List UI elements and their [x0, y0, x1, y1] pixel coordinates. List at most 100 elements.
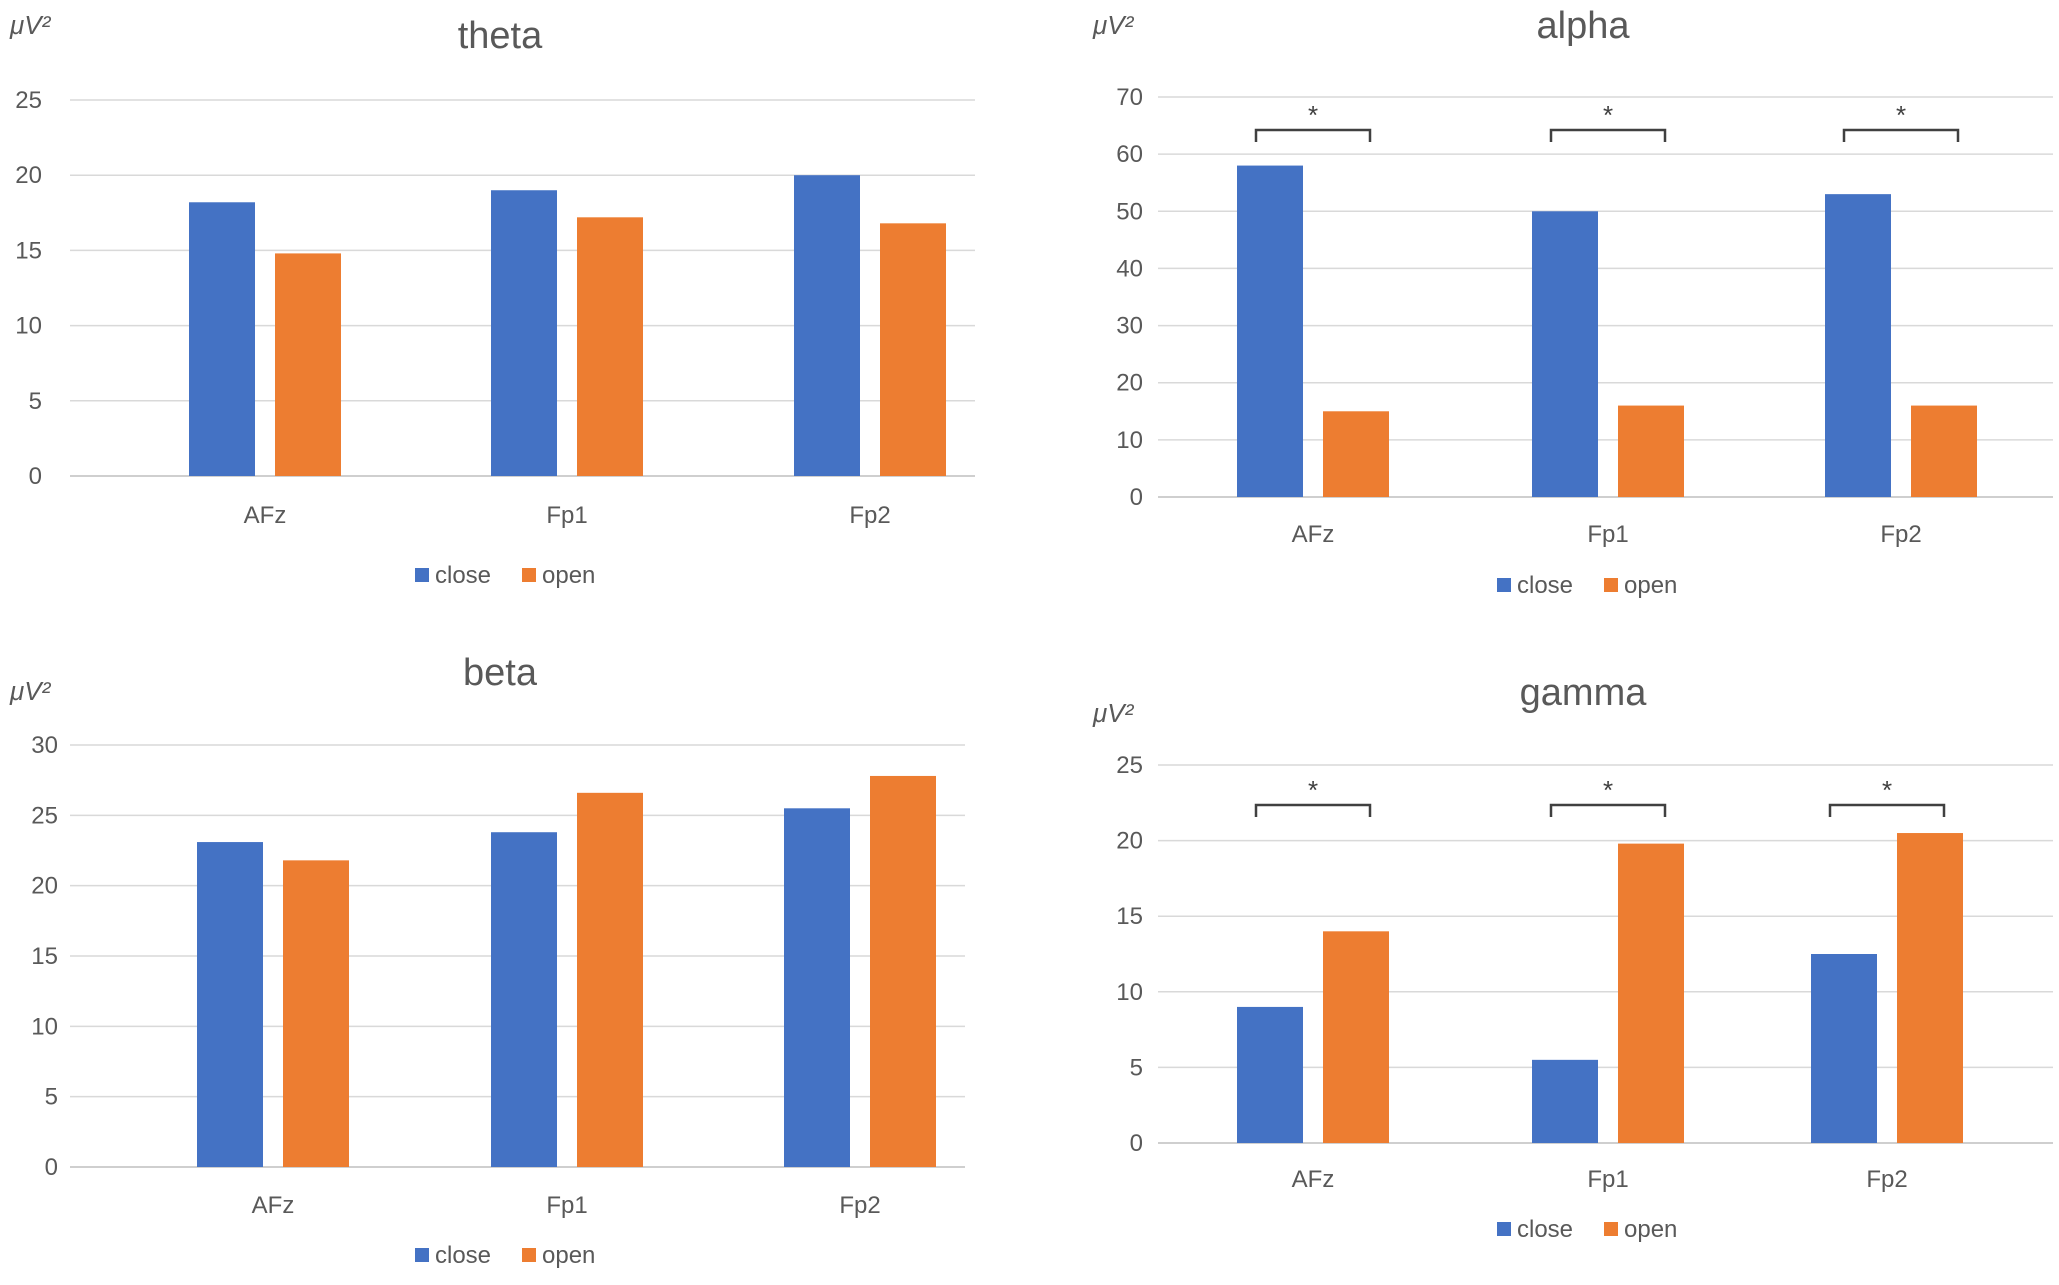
legend-label-open: open — [1624, 1216, 1677, 1243]
y-tick-label: 70 — [1116, 84, 1143, 111]
y-tick-label: 25 — [31, 802, 58, 829]
legend-swatch-open — [522, 568, 536, 582]
y-axis-unit: μV² — [1092, 698, 1135, 728]
y-tick-label: 40 — [1116, 255, 1143, 282]
bar-open-Fp2 — [1911, 405, 1977, 497]
bar-close-Fp1 — [1532, 211, 1598, 498]
significance-bracket — [1254, 803, 1372, 817]
x-tick-label: AFz — [244, 502, 287, 529]
bar-close-AFz — [1237, 165, 1303, 498]
y-tick-label: 15 — [1116, 903, 1143, 930]
bar-close-Fp2 — [794, 175, 860, 476]
bar-close-Fp1 — [491, 832, 557, 1167]
chart-legend: close open — [415, 562, 595, 589]
y-tick-label: 0 — [1130, 1130, 1143, 1157]
x-tick-label: Fp2 — [839, 1192, 880, 1219]
x-tick-label: AFz — [252, 1192, 295, 1219]
bar-open-AFz — [1323, 931, 1389, 1143]
x-tick-label: Fp2 — [849, 502, 890, 529]
y-tick-label: 10 — [31, 1013, 58, 1040]
chart-panel-alpha: alpha μV² 0 10 20 30 40 50 60 70 AFz * Fp1 * Fp2 * close… — [1092, 5, 2053, 599]
legend-swatch-close — [415, 1248, 429, 1262]
x-tick-label: AFz — [1292, 1166, 1335, 1193]
bar-open-Fp2 — [880, 223, 946, 476]
bar-close-AFz — [189, 202, 255, 476]
chart-panel-beta: beta μV² 0 5 10 15 20 25 30 AFz Fp1 Fp2 close open — [9, 652, 965, 1269]
x-tick-label: Fp1 — [546, 1192, 587, 1219]
significance-bracket — [1549, 128, 1667, 142]
significance-marker: * — [1603, 100, 1613, 130]
bar-close-Fp1 — [491, 190, 557, 477]
bar-open-Fp1 — [577, 217, 643, 476]
significance-marker: * — [1896, 100, 1906, 130]
y-tick-label: 60 — [1116, 141, 1143, 168]
legend-label-close: close — [1517, 1216, 1573, 1243]
legend-label-open: open — [1624, 572, 1677, 599]
y-tick-label: 25 — [15, 87, 42, 114]
y-tick-label: 0 — [45, 1154, 58, 1181]
y-tick-label: 10 — [15, 313, 42, 340]
y-tick-label: 5 — [29, 388, 42, 415]
y-tick-label: 50 — [1116, 198, 1143, 225]
chart-panel-gamma: gamma μV² 0 5 10 15 20 25 AFz * Fp1 * Fp2 * close open — [1092, 672, 2053, 1243]
y-tick-label: 15 — [15, 237, 42, 264]
bar-open-AFz — [283, 860, 349, 1167]
legend-swatch-open — [1604, 1222, 1618, 1236]
bar-close-AFz — [1237, 1006, 1303, 1143]
significance-bracket — [1828, 803, 1946, 817]
chart-title: alpha — [1537, 5, 1631, 47]
legend-label-open: open — [542, 562, 595, 589]
legend-label-close: close — [435, 1242, 491, 1269]
y-tick-label: 10 — [1116, 427, 1143, 454]
y-tick-label: 20 — [1116, 370, 1143, 397]
x-tick-label: Fp1 — [546, 502, 587, 529]
legend-label-open: open — [542, 1242, 595, 1269]
bar-open-AFz — [275, 253, 341, 476]
legend-swatch-close — [415, 568, 429, 582]
chart-panel-theta: theta μV² 0 5 10 15 20 25 AFz Fp1 Fp2 close open — [9, 10, 975, 589]
significance-marker: * — [1603, 775, 1613, 805]
bar-open-AFz — [1323, 411, 1389, 497]
bar-open-Fp2 — [1897, 833, 1963, 1143]
bar-open-Fp1 — [577, 792, 643, 1167]
legend-swatch-close — [1497, 1222, 1511, 1236]
y-tick-label: 30 — [31, 732, 58, 759]
bar-close-Fp2 — [1811, 954, 1877, 1143]
y-tick-label: 0 — [1130, 484, 1143, 511]
significance-marker: * — [1882, 775, 1892, 805]
x-tick-label: Fp2 — [1880, 521, 1921, 548]
y-tick-label: 30 — [1116, 313, 1143, 340]
bar-close-AFz — [197, 842, 263, 1167]
x-tick-label: AFz — [1292, 521, 1335, 548]
legend-swatch-close — [1497, 578, 1511, 592]
x-tick-label: Fp1 — [1587, 521, 1628, 548]
significance-bracket — [1842, 128, 1960, 142]
y-axis-unit: μV² — [9, 10, 52, 40]
significance-bracket — [1254, 128, 1372, 142]
significance-marker: * — [1308, 775, 1318, 805]
chart-legend: close open — [415, 1242, 595, 1269]
chart-title: beta — [463, 652, 538, 694]
x-tick-label: Fp2 — [1866, 1166, 1907, 1193]
bar-close-Fp2 — [1825, 194, 1891, 497]
significance-marker: * — [1308, 100, 1318, 130]
y-tick-label: 20 — [1116, 828, 1143, 855]
bar-open-Fp2 — [870, 775, 936, 1167]
y-tick-label: 5 — [1130, 1054, 1143, 1081]
y-tick-label: 25 — [1116, 752, 1143, 779]
bar-close-Fp1 — [1532, 1059, 1598, 1143]
y-tick-label: 5 — [45, 1084, 58, 1111]
x-tick-label: Fp1 — [1587, 1166, 1628, 1193]
chart-legend: close open — [1497, 1216, 1677, 1243]
chart-title: gamma — [1520, 672, 1648, 714]
legend-swatch-open — [522, 1248, 536, 1262]
y-tick-label: 20 — [15, 162, 42, 189]
y-tick-label: 20 — [31, 873, 58, 900]
y-tick-label: 10 — [1116, 979, 1143, 1006]
y-axis-unit: μV² — [9, 676, 52, 706]
chart-title: theta — [458, 15, 543, 57]
y-tick-label: 0 — [29, 463, 42, 490]
legend-label-close: close — [435, 562, 491, 589]
y-axis-unit: μV² — [1092, 10, 1135, 40]
